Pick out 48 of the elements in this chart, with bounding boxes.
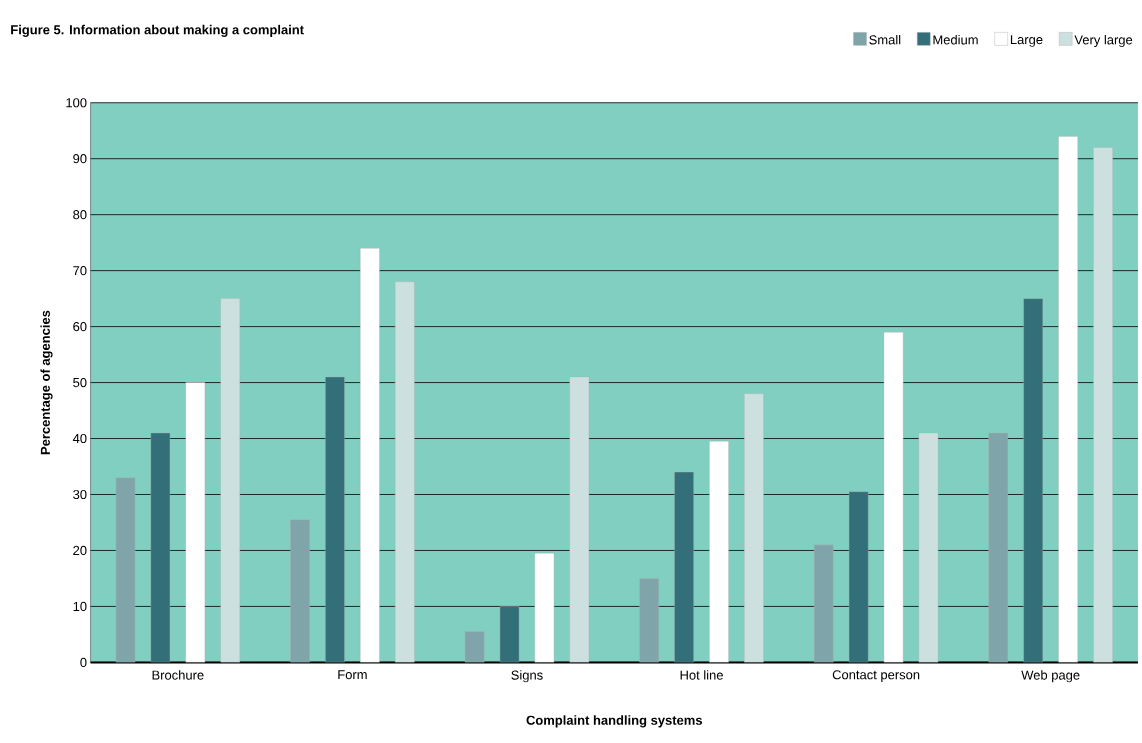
bar — [499, 606, 520, 663]
y-tick-label: 10 — [73, 601, 87, 611]
bar — [569, 376, 590, 663]
y-tick-label: 50 — [73, 377, 87, 388]
y-tick-label: 70 — [73, 265, 87, 276]
bar — [744, 393, 764, 663]
bar — [220, 298, 241, 663]
bar — [813, 544, 834, 663]
bar — [674, 471, 694, 663]
y-tick-label: 60 — [73, 321, 87, 332]
y-tick-label: 100 — [66, 98, 87, 108]
y-tick-label: 30 — [73, 489, 87, 499]
bar — [1023, 298, 1044, 663]
y-axis-title: Percentage of agencies — [40, 310, 53, 455]
x-tick-label: Signs — [511, 670, 543, 683]
x-axis-title: Complaint handling systems — [526, 715, 702, 728]
x-tick-label: Contact person — [832, 670, 920, 682]
bar — [394, 281, 415, 663]
bar — [848, 491, 869, 663]
y-tick-label: 80 — [73, 209, 87, 220]
bar — [639, 578, 659, 663]
x-tick-label: Form — [338, 670, 367, 680]
bar — [360, 247, 380, 663]
y-tick-label: 0 — [80, 657, 87, 667]
chart-title: Figure 5. Information about making a complaint — [11, 24, 304, 37]
bar — [534, 552, 555, 663]
bar — [1093, 147, 1113, 663]
bar — [464, 631, 485, 663]
bar — [290, 519, 310, 663]
bar — [988, 432, 1009, 663]
bar — [1058, 136, 1078, 663]
legend-label: Medium — [933, 34, 978, 45]
bar — [883, 331, 904, 663]
bar — [918, 432, 939, 663]
bar — [709, 441, 729, 663]
bar — [150, 432, 171, 663]
bar — [185, 382, 206, 663]
x-tick-label: Hot line — [680, 670, 723, 680]
y-tick-label: 20 — [73, 545, 87, 555]
y-tick-label: 40 — [72, 433, 87, 444]
x-tick-label: Brochure — [152, 670, 204, 680]
legend-label: Very large — [1074, 34, 1133, 47]
y-tick-label: 90 — [73, 154, 87, 164]
bar — [325, 376, 345, 663]
legend-label: Small — [869, 34, 901, 45]
bar — [115, 477, 136, 663]
x-tick-label: Web page — [1021, 670, 1080, 683]
legend-label: Large — [1010, 35, 1043, 47]
